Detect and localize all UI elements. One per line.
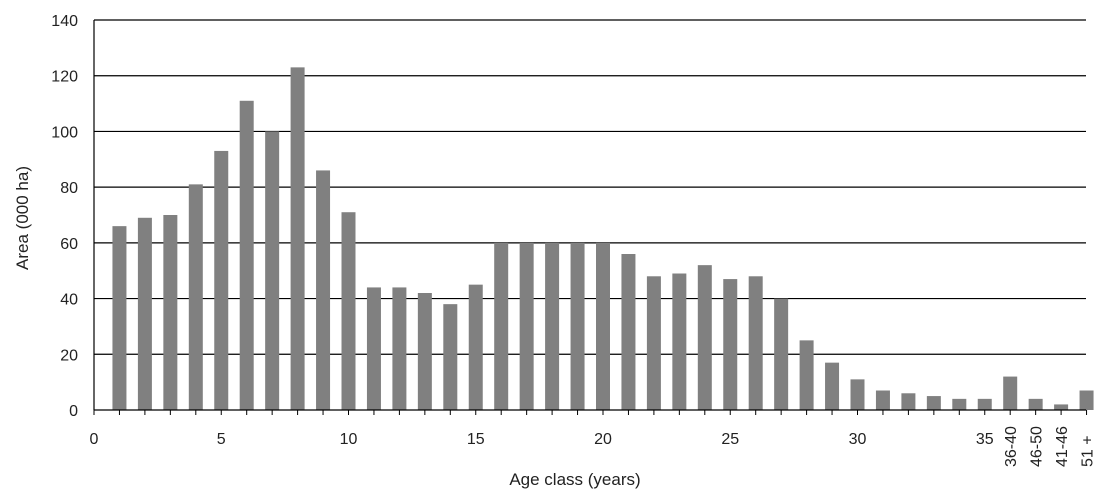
bar bbox=[239, 100, 254, 411]
y-tick-label: 0 bbox=[69, 403, 78, 420]
bar bbox=[468, 284, 483, 410]
x-tick-labels: 0 5 10 15 20 25 30 35 36-40 46-50 41-46 51 + bbox=[90, 426, 1096, 467]
bar bbox=[825, 362, 840, 410]
y-tick-label: 120 bbox=[51, 69, 78, 86]
x-tick-label: 0 bbox=[90, 431, 99, 448]
x-tick-label-rotated: 41-46 bbox=[1054, 426, 1071, 467]
bar bbox=[137, 217, 152, 410]
bar bbox=[697, 265, 712, 410]
y-tick-label: 60 bbox=[60, 236, 78, 253]
bar bbox=[290, 67, 305, 410]
bar bbox=[799, 340, 814, 410]
y-tick-label: 140 bbox=[51, 13, 78, 30]
bar bbox=[214, 150, 229, 410]
x-tick-label-rotated: 46-50 bbox=[1029, 426, 1046, 467]
bar bbox=[1054, 404, 1069, 410]
bar bbox=[112, 226, 127, 410]
y-tick-labels: 0 20 40 60 80 100 120 140 bbox=[51, 13, 78, 420]
x-axis-title: Age class (years) bbox=[509, 470, 640, 489]
bar bbox=[163, 215, 178, 410]
bar bbox=[519, 242, 534, 410]
bar bbox=[366, 287, 381, 410]
bars bbox=[112, 67, 1094, 411]
gridlines bbox=[94, 19, 1086, 355]
bar bbox=[316, 170, 331, 410]
bar bbox=[188, 184, 203, 410]
bar bbox=[850, 379, 865, 410]
y-tick-label: 80 bbox=[60, 180, 78, 197]
x-tick-label: 15 bbox=[467, 431, 485, 448]
bar bbox=[952, 398, 967, 410]
bar bbox=[748, 276, 763, 410]
x-tick-label: 20 bbox=[594, 431, 612, 448]
x-tick-label-rotated: 36-40 bbox=[1003, 426, 1020, 467]
bar bbox=[1079, 390, 1094, 410]
bar bbox=[443, 304, 458, 410]
bar bbox=[265, 131, 280, 410]
bar bbox=[926, 396, 941, 410]
bar bbox=[875, 390, 890, 410]
bar bbox=[774, 298, 789, 410]
bar bbox=[570, 242, 585, 410]
bar bbox=[901, 393, 916, 410]
x-tick-label: 10 bbox=[340, 431, 358, 448]
x-ticks bbox=[93, 410, 1088, 415]
x-tick-label: 25 bbox=[721, 431, 739, 448]
bar bbox=[545, 242, 560, 410]
y-tick-label: 40 bbox=[60, 292, 78, 309]
bar bbox=[977, 398, 992, 410]
bar bbox=[1028, 398, 1043, 410]
y-tick-label: 20 bbox=[60, 347, 78, 364]
bar bbox=[723, 279, 738, 410]
x-tick-label-rotated: 51 + bbox=[1080, 435, 1096, 467]
x-tick-label: 35 bbox=[976, 431, 994, 448]
bar bbox=[417, 293, 432, 410]
bar bbox=[596, 242, 610, 410]
x-tick-label: 5 bbox=[217, 431, 226, 448]
bar bbox=[1003, 376, 1018, 410]
bar bbox=[672, 273, 687, 410]
bar bbox=[392, 287, 407, 410]
y-axis-title: Area (000 ha) bbox=[13, 166, 32, 270]
bar bbox=[494, 242, 509, 410]
bar bbox=[646, 276, 661, 410]
bar bbox=[341, 212, 356, 410]
y-tick-label: 100 bbox=[51, 124, 78, 141]
x-tick-label: 30 bbox=[849, 431, 867, 448]
bar bbox=[621, 254, 636, 410]
